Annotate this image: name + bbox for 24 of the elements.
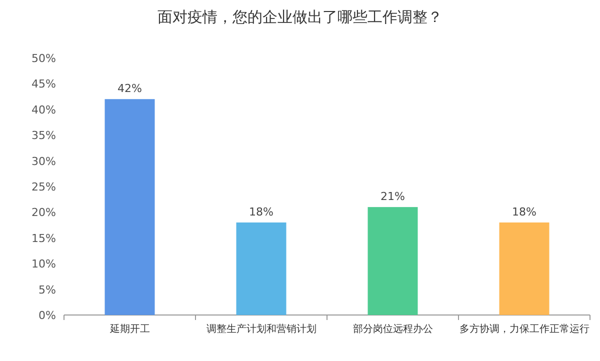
y-tick-label: 20% <box>32 206 56 220</box>
bar <box>104 99 155 315</box>
data-label: 42% <box>118 82 142 96</box>
x-tick-label: 延期开工 <box>108 323 150 335</box>
chart-title: 面对疫情，您的企业做出了哪些工作调整？ <box>158 8 442 26</box>
bar <box>236 222 286 315</box>
y-tick-label: 45% <box>32 78 56 91</box>
x-tick-label: 部分岗位远程办公 <box>352 323 433 335</box>
y-tick-label: 10% <box>32 258 56 271</box>
y-tick-label: 0% <box>38 309 56 322</box>
data-label: 18% <box>249 205 274 218</box>
y-tick-label: 5% <box>38 283 56 296</box>
data-label: 21% <box>380 190 405 204</box>
y-tick-label: 35% <box>32 129 56 142</box>
bar <box>499 222 550 315</box>
bar <box>368 207 418 315</box>
y-tick-label: 40% <box>32 103 56 116</box>
x-tick-label: 多方协调，力保工作正常运行 <box>459 323 590 335</box>
y-tick-label: 30% <box>32 154 56 168</box>
x-tick-label: 调整生产计划和营销计划 <box>206 323 316 335</box>
y-tick-label: 25% <box>32 180 56 194</box>
data-label: 18% <box>512 205 536 218</box>
y-tick-label: 15% <box>32 232 56 245</box>
y-tick-label: 50% <box>32 52 56 65</box>
